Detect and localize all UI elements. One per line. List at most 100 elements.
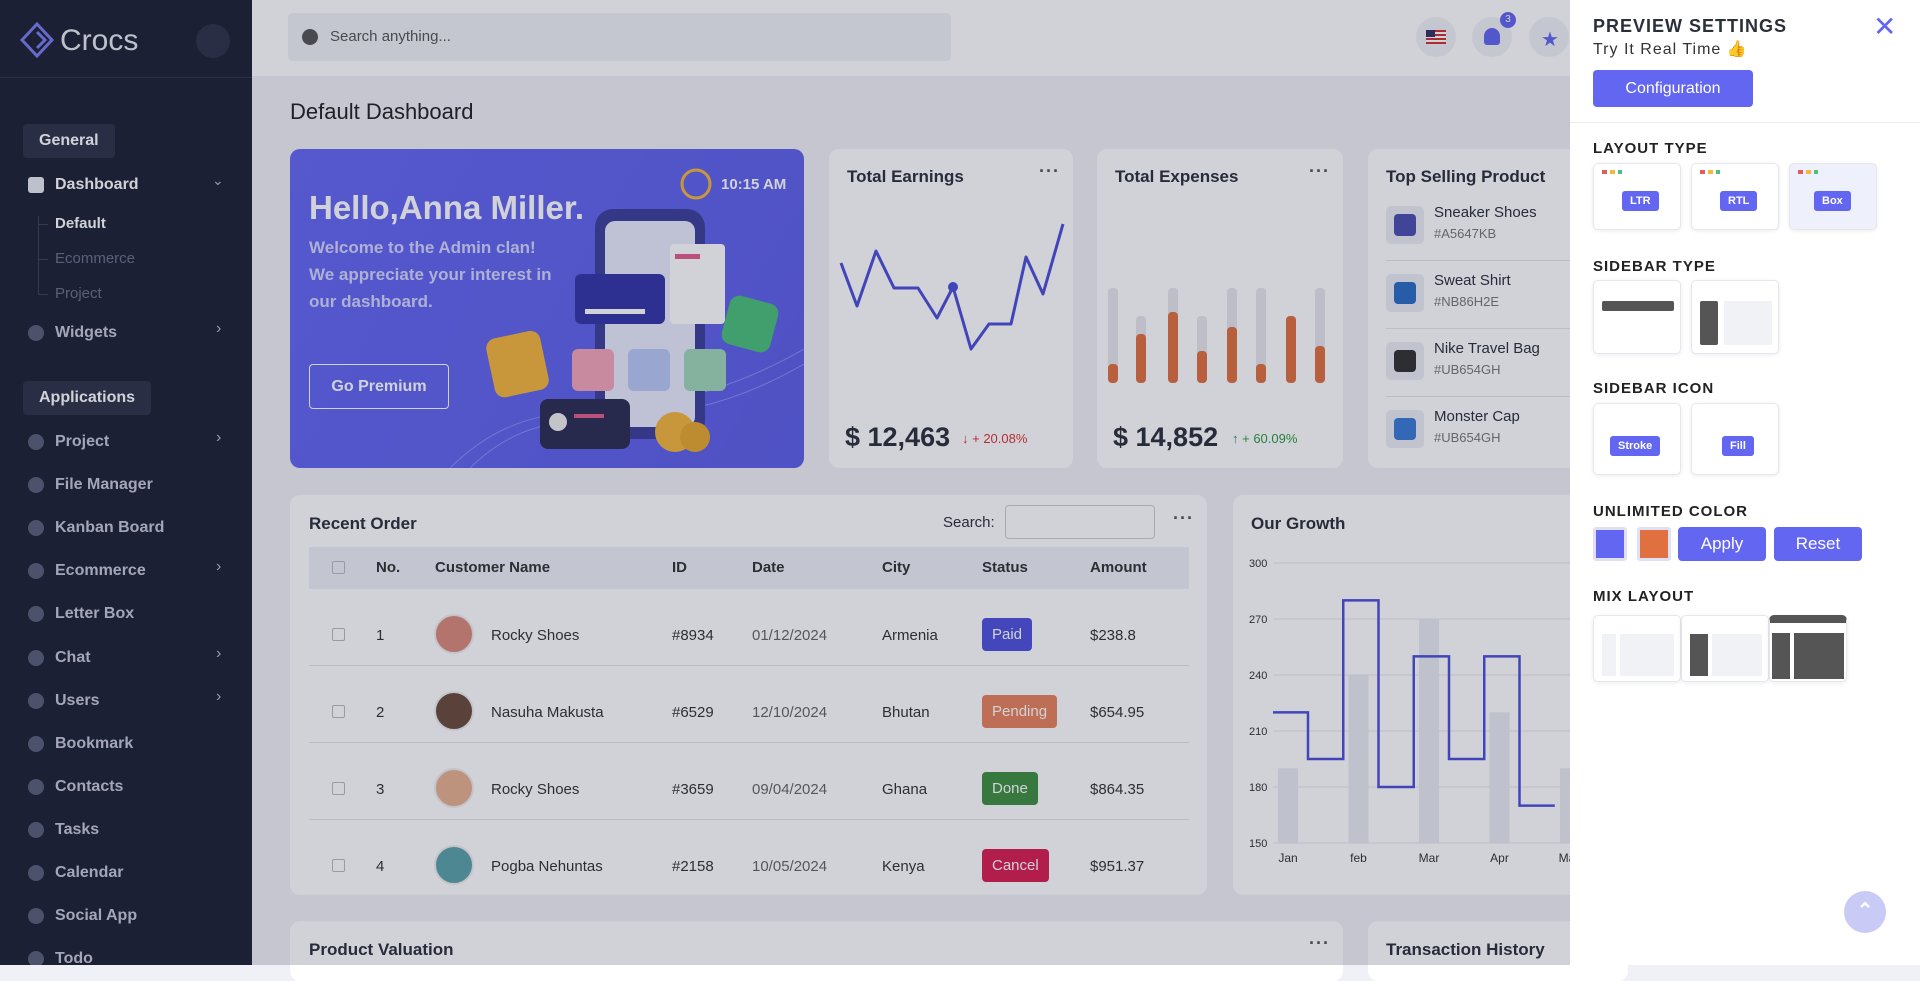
status-badge: Paid	[982, 618, 1033, 651]
favorite-button[interactable]: ★	[1529, 17, 1569, 57]
layout-option[interactable]: RTL	[1691, 163, 1779, 230]
menu[interactable]: ···	[1309, 161, 1330, 181]
icon	[28, 177, 44, 193]
panel-title: PREVIEW SETTINGS	[1593, 16, 1788, 36]
color-swatch[interactable]	[1637, 527, 1671, 561]
nav-item[interactable]: Todo	[55, 950, 93, 965]
column-header: Status	[982, 559, 1028, 576]
cell: $238.8	[1090, 627, 1136, 644]
cell: 12/10/2024	[752, 704, 828, 721]
bar	[1489, 712, 1510, 843]
nav-item[interactable]: Social App	[55, 907, 138, 925]
y-tick-label: 150	[1249, 838, 1267, 850]
layout-option[interactable]: LTR	[1593, 163, 1681, 230]
cell: $951.37	[1090, 858, 1145, 875]
product-icon	[1394, 350, 1416, 372]
nav-item[interactable]: Chat	[55, 648, 91, 666]
scroll-top-button[interactable]: ⌃	[1844, 891, 1886, 933]
status-badge: Done	[982, 772, 1038, 805]
nav-item[interactable]: Ecommerce	[55, 562, 146, 580]
nav-item[interactable]: Tasks	[55, 820, 100, 838]
nav-item[interactable]: Users	[55, 691, 100, 709]
welcome-line: We appreciate your interest in	[309, 265, 552, 284]
nav-item[interactable]: Widgets	[55, 324, 118, 341]
avatar	[434, 845, 474, 885]
checkbox[interactable]	[332, 859, 345, 872]
nav-item[interactable]: Project	[55, 433, 110, 450]
search-bar[interactable]: Search anything...	[288, 13, 951, 61]
notification-badge: 3	[1500, 12, 1516, 28]
row-divider	[309, 819, 1189, 820]
go-premium-button[interactable]: Go Premium	[309, 364, 449, 409]
sidebar-type-option[interactable]	[1593, 280, 1681, 354]
mix-layout-option[interactable]	[1769, 615, 1847, 682]
nav-item[interactable]: Contacts	[55, 777, 124, 795]
grid-toggle[interactable]	[196, 24, 230, 58]
chevron: ›	[216, 687, 222, 705]
icon	[28, 563, 44, 580]
cell: #6529	[672, 704, 714, 721]
divider	[0, 77, 252, 78]
nav-item[interactable]: Kanban Board	[55, 519, 165, 537]
nav-subitem[interactable]: Ecommerce	[55, 250, 136, 267]
welcome-line: our dashboard.	[309, 292, 433, 311]
column-header: No.	[376, 559, 401, 576]
y-tick-label: 210	[1249, 726, 1267, 738]
checkbox[interactable]	[332, 705, 345, 718]
change-text: + 20.08%	[972, 431, 1028, 446]
menu[interactable]: ···	[1173, 508, 1194, 528]
section-label: MIX LAYOUT	[1593, 588, 1695, 605]
section-label: Applications	[23, 381, 152, 415]
flag-button[interactable]	[1416, 17, 1456, 57]
dots	[1602, 170, 1622, 174]
reset-button[interactable]: Reset	[1774, 527, 1862, 561]
close-button[interactable]: ✕	[1873, 11, 1897, 42]
divider	[1570, 122, 1920, 123]
product-code: #A5647KB	[1434, 226, 1497, 241]
icon	[28, 477, 44, 494]
sidebar-type-option[interactable]	[1691, 280, 1779, 354]
time: 10:15 AM	[721, 176, 787, 193]
mix-layout-option[interactable]	[1593, 615, 1681, 682]
card-title: Product Valuation	[309, 940, 454, 959]
y-tick-label: 180	[1249, 782, 1267, 794]
nav-item[interactable]: Calendar	[55, 864, 124, 881]
configuration-button[interactable]: Configuration	[1593, 70, 1753, 107]
layout-option[interactable]: Box	[1789, 163, 1877, 230]
nav-item[interactable]: Dashboard	[55, 176, 139, 193]
icon	[28, 821, 44, 838]
chevron: ›	[216, 320, 222, 337]
nav-item[interactable]: File Manager	[55, 476, 153, 494]
option-tag: Box	[1814, 191, 1851, 211]
dots	[1700, 170, 1720, 174]
chevron: ›	[216, 429, 222, 446]
apply-button[interactable]: Apply	[1678, 527, 1766, 561]
overlay[interactable]	[0, 0, 1570, 965]
checkbox[interactable]	[332, 782, 345, 795]
nav-item[interactable]: Letter Box	[55, 605, 135, 623]
expenses-card: Total Expenses ··· $ 14,852 ↑ + 60.09%	[1097, 149, 1343, 468]
menu[interactable]: ···	[1039, 161, 1060, 181]
section-label: UNLIMITED COLOR	[1593, 503, 1748, 520]
sidebar-icon-option[interactable]: Fill	[1691, 403, 1779, 475]
avatar	[434, 691, 474, 731]
tree-line	[38, 216, 39, 294]
product-code: #UB654GH	[1434, 430, 1501, 445]
nav-subitem[interactable]: Project	[55, 285, 102, 302]
product-name: Sweat Shirt	[1434, 272, 1511, 289]
search-placeholder: Search anything...	[330, 28, 451, 45]
menu[interactable]: ···	[1309, 933, 1330, 953]
nav-item[interactable]: Bookmark	[55, 734, 134, 752]
sidebar-icon-option[interactable]: Stroke	[1593, 403, 1681, 475]
mix-layout-option[interactable]	[1681, 615, 1769, 682]
cell: Pogba Nehuntas	[491, 858, 603, 875]
search-input[interactable]	[1005, 505, 1155, 539]
brand: Crocs	[60, 24, 139, 57]
color-swatch[interactable]	[1593, 527, 1627, 561]
checkbox[interactable]	[332, 628, 345, 641]
product-code: #UB654GH	[1434, 362, 1501, 377]
section-label: LAYOUT TYPE	[1593, 140, 1708, 157]
change: ↓ + 20.08%	[962, 431, 1028, 446]
nav-subitem[interactable]: Default	[55, 215, 106, 232]
x-tick-label: Mar	[1419, 851, 1440, 865]
